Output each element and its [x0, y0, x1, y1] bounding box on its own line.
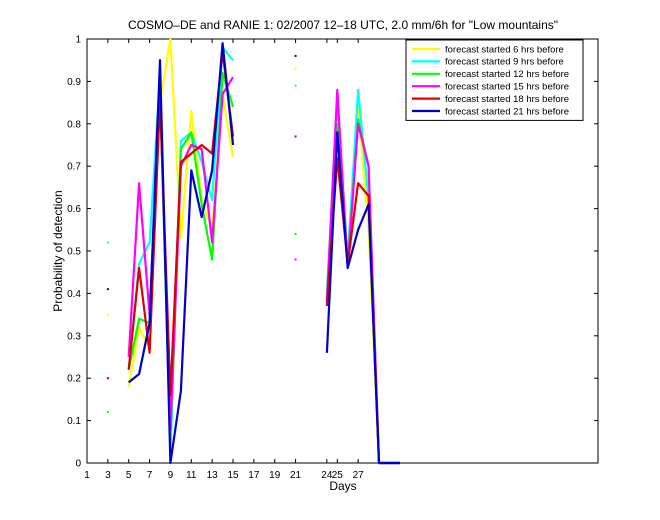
y-tick-label: 1 [75, 35, 81, 46]
y-tick-label: 0.6 [67, 204, 81, 215]
series-line [128, 42, 235, 465]
series-layer [106, 37, 400, 465]
x-tick-label: 17 [248, 470, 260, 481]
chart-title: COSMO–DE and RANIE 1: 02/2007 12–18 UTC,… [128, 18, 558, 32]
y-tick-label: 0.1 [67, 416, 81, 427]
x-tick-label: 25 [332, 470, 344, 481]
series-point [106, 411, 109, 414]
series-line [325, 131, 400, 465]
y-axis-label: Probability of detection [51, 190, 65, 311]
series-point [294, 233, 297, 236]
y-tick-label: 0.7 [67, 162, 81, 173]
x-tick-label: 21 [290, 470, 302, 481]
x-tick-label: 15 [227, 470, 239, 481]
x-tick-label: 19 [269, 470, 281, 481]
x-tick-label: 13 [207, 470, 219, 481]
y-tick-label: 0 [75, 459, 81, 470]
series-point [294, 135, 297, 138]
series-point [294, 54, 297, 57]
y-tick-label: 0.8 [67, 119, 81, 130]
x-tick-label: 7 [147, 470, 153, 481]
x-tick-label: 5 [126, 470, 132, 481]
series-point [106, 313, 109, 316]
legend-entry: forecast started 12 hrs before [445, 69, 569, 80]
x-tick-label: 1 [84, 470, 90, 481]
x-tick-label: 11 [186, 470, 197, 481]
legend-entry: forecast started 9 hrs before [445, 57, 564, 68]
series-point [294, 258, 297, 261]
y-tick-label: 0.4 [67, 289, 81, 300]
y-tick-label: 0.2 [67, 374, 81, 385]
y-axis: 0 0.1 0.2 0.3 0.4 0.5 0.6 0.7 0.8 0.9 1 [67, 35, 598, 470]
x-tick-label: 27 [353, 470, 365, 481]
legend-box [405, 39, 584, 121]
x-axis-label: Days [329, 479, 356, 493]
x-tick-label: 9 [168, 470, 174, 481]
legend-entry: forecast started 15 hrs before [445, 82, 569, 93]
series-line [127, 46, 234, 456]
y-tick-label: 0.9 [67, 77, 81, 88]
series-point [294, 67, 297, 70]
legend-entry: forecast started 18 hrs before [445, 94, 569, 105]
series-6 [106, 42, 400, 465]
x-axis: 1 3 5 7 9 11 13 15 17 19 21 24 25 27 [84, 39, 364, 481]
series-point [106, 288, 109, 291]
x-tick-label: 3 [105, 470, 111, 481]
y-tick-label: 0.3 [67, 331, 81, 342]
y-tick-label: 0.5 [67, 247, 81, 258]
series-point [106, 241, 109, 244]
legend: forecast started 6 hrs before forecast st… [405, 39, 584, 121]
legend-entry: forecast started 6 hrs before [445, 44, 564, 55]
series-point [106, 377, 109, 380]
x-tick-label: 24 [321, 470, 333, 481]
series-point [294, 84, 297, 87]
legend-entry: forecast started 21 hrs before [445, 106, 569, 117]
